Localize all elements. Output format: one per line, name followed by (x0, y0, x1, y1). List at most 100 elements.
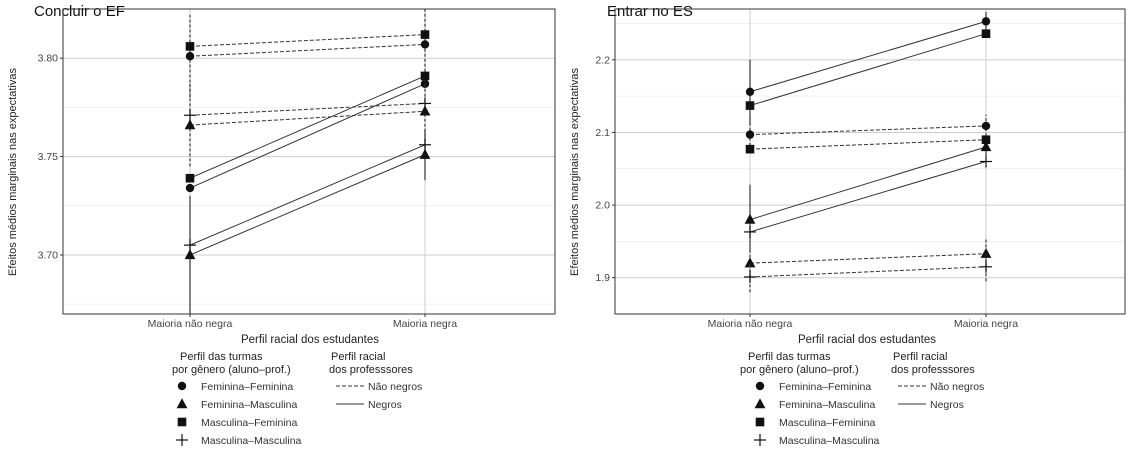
point-masculina-feminina-nao-negros-1 (420, 30, 430, 39)
legend-label-negros: Negros (930, 399, 964, 411)
point-masculina-feminina-nao-negros-0 (745, 144, 755, 154)
x-axis-label-ef: Perfil racial dos estudantes (241, 334, 379, 346)
y-tick-label: 3.70 (38, 249, 59, 261)
point-feminina-feminina-nao-negros-0 (745, 130, 755, 139)
legend-key-feminina-masculina (754, 398, 766, 409)
point-masculina-feminina-negros-0 (185, 173, 195, 183)
grid-es (615, 9, 1125, 314)
series-feminina-masculina-nao-negros (184, 77, 431, 167)
series-feminina-feminina-nao-negros (185, 7, 430, 98)
plot-area-ef (184, 7, 431, 314)
x-tick-label-maioria-negra: Maioria negra (393, 318, 457, 330)
series-line-masculina-feminina-negros (749, 33, 987, 107)
series-line-feminina-feminina-nao-negros (749, 125, 987, 136)
point-feminina-feminina-nao-negros-1 (981, 121, 991, 131)
legend-label-feminina-feminina: Feminina–Feminina (779, 381, 871, 393)
legend-group-title-2: por gênero (aluno–prof.) (172, 364, 291, 376)
legend-label-nao-negros: Não negros (368, 381, 422, 393)
legend-key-feminina-masculina (176, 398, 188, 409)
chart-panel-es: Entrar no ES Efeitos médios marginais na… (569, 3, 1126, 346)
series-masculina-masculina-nao-negros (184, 97, 431, 122)
point-feminina-masculina-negros-1 (980, 141, 992, 152)
x-axis-label-es: Perfil racial dos estudantes (798, 334, 936, 346)
series-feminina-masculina-negros (184, 129, 431, 314)
point-feminina-masculina-nao-negros-1 (419, 105, 431, 116)
legend-keys-es (754, 381, 926, 446)
legend-group-title-2: por gênero (aluno–prof.) (740, 364, 859, 376)
point-masculina-feminina-nao-negros-0 (185, 42, 195, 51)
point-feminina-masculina-nao-negros-0 (744, 257, 756, 268)
legend-keys-ef (176, 381, 364, 446)
y-axis-label-ef: Efeitos médios marginais nas expectativa… (7, 68, 19, 276)
point-feminina-feminina-nao-negros-0 (185, 52, 195, 61)
legend-es: Perfil das turmas por gênero (aluno–prof… (740, 351, 984, 447)
legend-label-masculina-feminina: Masculina–Feminina (779, 417, 875, 429)
x-tick-label-maioria-nao-negra: Maioria não negra (708, 318, 793, 330)
x-tick-label-maioria-negra: Maioria negra (954, 318, 1018, 330)
legend-label-nao-negros: Não negros (930, 381, 984, 393)
series-feminina-masculina-negros (744, 138, 992, 251)
series-line-masculina-masculina-nao-negros (189, 102, 426, 116)
legend-key-masculina-masculina (754, 434, 766, 446)
series-masculina-masculina-negros (744, 155, 992, 238)
chart-panel-ef: Concluir o EF Efeitos médios marginais n… (7, 3, 556, 346)
series-masculina-masculina-negros (184, 138, 431, 252)
point-feminina-feminina-negros-0 (185, 183, 195, 193)
series-line-feminina-feminina-negros (189, 83, 426, 189)
series-line-masculina-feminina-negros (189, 75, 426, 179)
legend-teacher-title-2: dos professsores (891, 364, 975, 376)
point-feminina-masculina-negros-1 (419, 148, 431, 159)
series-masculina-feminina-negros (185, 71, 430, 183)
series-feminina-feminina-negros (745, 11, 991, 126)
panel-border (62, 8, 556, 315)
panel-border (614, 8, 1126, 315)
series-feminina-feminina-negros (185, 79, 430, 193)
legend-teacher-title-2: dos professsores (329, 364, 413, 376)
point-masculina-masculina-nao-negros-1 (980, 260, 992, 273)
legend-teacher-title-1: Perfil racial (331, 351, 385, 363)
point-masculina-masculina-negros-0 (184, 239, 196, 252)
series-line-masculina-feminina-nao-negros (749, 139, 987, 150)
legend-ef: Perfil das turmas por gênero (aluno–prof… (172, 351, 422, 447)
y-tick-label: 2.0 (595, 200, 610, 212)
series-masculina-masculina-nao-negros (744, 252, 992, 293)
point-masculina-masculina-negros-0 (744, 225, 756, 238)
legend-label-negros: Negros (368, 399, 402, 411)
legend-group-title-1: Perfil das turmas (748, 351, 831, 363)
legend-key-feminina-feminina (755, 381, 765, 391)
y-tick-label: 3.75 (38, 151, 59, 163)
series-masculina-feminina-nao-negros (185, 30, 430, 51)
legend-label-masculina-masculina: Masculina–Masculina (779, 435, 880, 447)
axes-ef: 3.70 3.75 3.80 Maioria não negra Maioria neg… (38, 8, 556, 330)
point-masculina-feminina-negros-0 (745, 101, 755, 110)
series-line-feminina-feminina-nao-negros (189, 43, 426, 57)
series-line-masculina-masculina-negros (749, 161, 987, 233)
point-feminina-masculina-nao-negros-0 (184, 119, 196, 130)
point-masculina-masculina-nao-negros-0 (184, 109, 196, 122)
series-line-feminina-feminina-negros (749, 20, 987, 93)
point-masculina-feminina-negros-1 (420, 71, 430, 81)
legend-group-title-1: Perfil das turmas (180, 351, 263, 363)
point-masculina-masculina-negros-1 (980, 155, 992, 168)
point-feminina-masculina-nao-negros-1 (980, 247, 992, 258)
legend-key-feminina-feminina (177, 381, 187, 391)
point-feminina-feminina-negros-0 (745, 87, 755, 96)
point-masculina-masculina-nao-negros-1 (419, 97, 431, 110)
plot-area-es (744, 11, 992, 293)
legend-label-feminina-masculina: Feminina–Masculina (779, 399, 875, 411)
y-tick-label: 2.2 (595, 54, 610, 66)
point-feminina-masculina-negros-0 (744, 213, 756, 224)
series-line-masculina-masculina-negros (189, 144, 426, 246)
point-feminina-feminina-negros-1 (981, 17, 991, 26)
series-feminina-masculina-nao-negros (744, 239, 992, 278)
legend-key-masculina-masculina (176, 434, 188, 446)
point-masculina-masculina-negros-1 (419, 138, 431, 151)
point-feminina-masculina-negros-0 (184, 249, 196, 260)
legend-key-masculina-feminina (755, 417, 765, 427)
series-line-feminina-masculina-nao-negros (189, 110, 426, 126)
series-masculina-feminina-negros (745, 29, 991, 110)
series-masculina-feminina-nao-negros (745, 135, 991, 154)
y-tick-label: 1.9 (595, 272, 610, 284)
point-masculina-feminina-nao-negros-1 (981, 135, 991, 145)
